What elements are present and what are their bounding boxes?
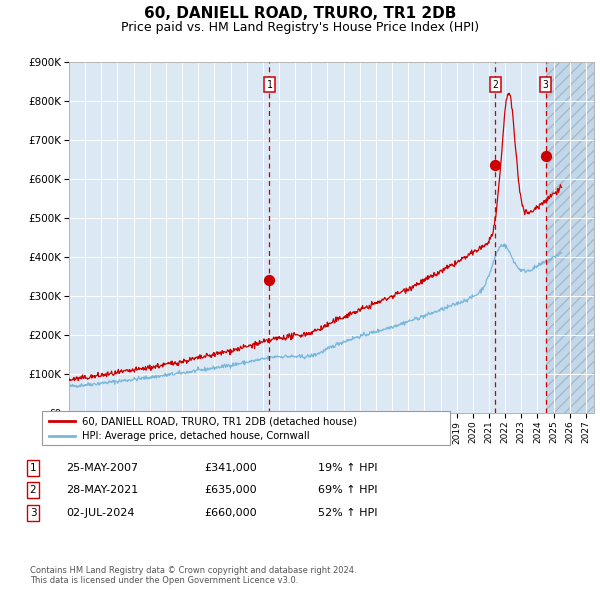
Text: 02-JUL-2024: 02-JUL-2024 bbox=[66, 508, 134, 517]
Text: 1: 1 bbox=[266, 80, 272, 90]
Text: 52% ↑ HPI: 52% ↑ HPI bbox=[318, 508, 377, 517]
Text: Price paid vs. HM Land Registry's House Price Index (HPI): Price paid vs. HM Land Registry's House … bbox=[121, 21, 479, 34]
Point bbox=[265, 276, 274, 285]
Text: 2: 2 bbox=[493, 80, 499, 90]
Text: 60, DANIELL ROAD, TRURO, TR1 2DB: 60, DANIELL ROAD, TRURO, TR1 2DB bbox=[144, 6, 456, 21]
Text: £341,000: £341,000 bbox=[204, 463, 257, 473]
Bar bbox=[545, 62, 594, 413]
Text: 1: 1 bbox=[29, 463, 37, 473]
Text: 69% ↑ HPI: 69% ↑ HPI bbox=[318, 486, 377, 495]
Text: 28-MAY-2021: 28-MAY-2021 bbox=[66, 486, 138, 495]
Text: £660,000: £660,000 bbox=[204, 508, 257, 517]
Text: 19% ↑ HPI: 19% ↑ HPI bbox=[318, 463, 377, 473]
Text: 3: 3 bbox=[29, 508, 37, 517]
Text: £635,000: £635,000 bbox=[204, 486, 257, 495]
Text: 25-MAY-2007: 25-MAY-2007 bbox=[66, 463, 138, 473]
Text: HPI: Average price, detached house, Cornwall: HPI: Average price, detached house, Corn… bbox=[82, 431, 310, 441]
Text: 60, DANIELL ROAD, TRURO, TR1 2DB (detached house): 60, DANIELL ROAD, TRURO, TR1 2DB (detach… bbox=[82, 417, 357, 427]
Text: 2: 2 bbox=[29, 486, 37, 495]
Text: Contains HM Land Registry data © Crown copyright and database right 2024.
This d: Contains HM Land Registry data © Crown c… bbox=[30, 566, 356, 585]
Text: 3: 3 bbox=[542, 80, 548, 90]
Point bbox=[541, 151, 550, 160]
Point bbox=[491, 160, 500, 170]
